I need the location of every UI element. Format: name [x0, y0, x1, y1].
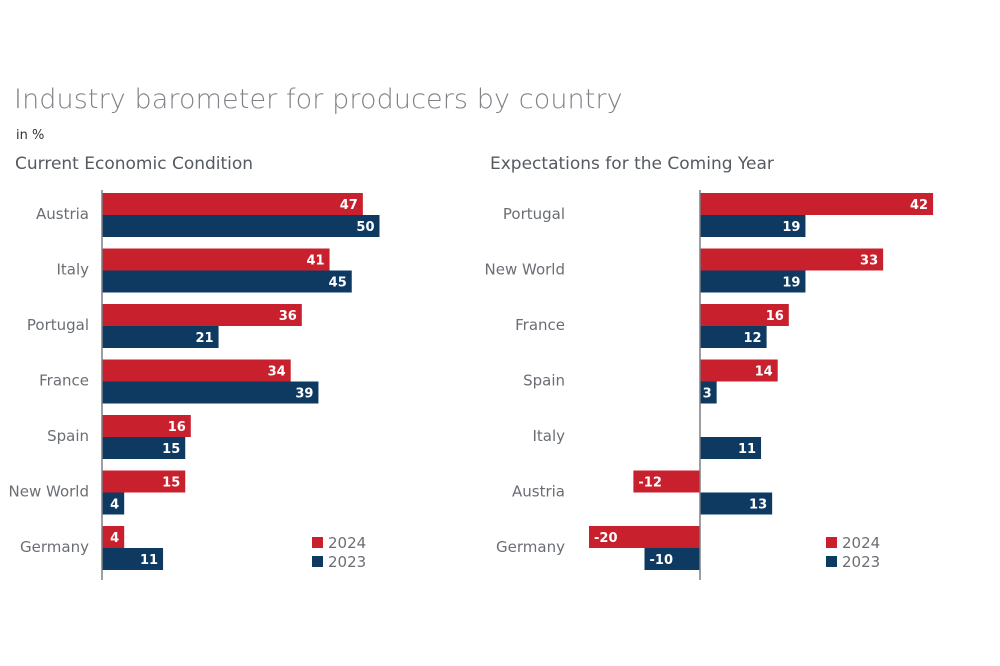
left-bar-2023 [102, 548, 164, 570]
right-legend-swatch-2024 [826, 537, 837, 548]
right-category-label: Portugal [503, 205, 565, 223]
right-legend-swatch-2023 [826, 556, 837, 567]
right-category-label: Germany [496, 538, 565, 556]
right-bar-2023 [700, 215, 806, 237]
left-bar-2023 [102, 437, 186, 459]
right-bar-2024 [589, 526, 700, 548]
chart-left-title: Current Economic Condition [15, 154, 254, 174]
left-value-label: 47 [340, 198, 358, 213]
right-category-label: France [515, 316, 565, 334]
left-category-label: Italy [56, 261, 89, 279]
right-value-label: 16 [766, 309, 784, 324]
right-value-label: 12 [744, 331, 762, 346]
right-value-label: -12 [638, 476, 662, 491]
left-value-label: 45 [329, 276, 347, 291]
left-value-label: 39 [295, 387, 313, 402]
right-value-label: 33 [860, 254, 878, 269]
chart-right: Portugal 42 19 New World 33 19 France 16 12 Spain… [485, 190, 934, 580]
right-bar-2023 [644, 548, 700, 570]
right-bar-2023 [700, 492, 773, 515]
left-value-label: 11 [140, 553, 158, 568]
left-bar-2023 [102, 381, 319, 404]
right-category-label: Italy [532, 427, 565, 445]
left-category-label: Germany [20, 538, 89, 556]
left-value-label: 50 [356, 220, 374, 235]
left-category-label: Austria [36, 205, 89, 223]
left-category-label: New World [9, 483, 89, 501]
chart-left: Austria 47 50 Italy 41 45 Portugal 36 21 France 34… [9, 190, 380, 580]
left-value-label: 41 [306, 254, 324, 269]
right-legend-label-2023: 2023 [842, 553, 880, 571]
right-bar-2023 [700, 437, 762, 459]
unit-label: in % [16, 128, 45, 143]
right-category-label: New World [485, 261, 565, 279]
left-legend-swatch-2024 [312, 537, 323, 548]
left-bar-2024 [102, 359, 291, 382]
left-bar-2024 [102, 470, 186, 493]
left-category-label: Portugal [27, 316, 89, 334]
right-value-label: 19 [782, 276, 800, 291]
left-bar-2024 [102, 415, 191, 437]
right-bar-2023 [700, 381, 717, 404]
left-value-label: 15 [162, 442, 180, 457]
left-value-label: 4 [110, 531, 119, 546]
left-legend-swatch-2023 [312, 556, 323, 567]
right-value-label: 14 [755, 365, 773, 380]
right-bar-2023 [700, 326, 767, 348]
right-value-label: -10 [650, 553, 674, 568]
right-value-label: 42 [910, 198, 928, 213]
left-category-label: Spain [47, 427, 89, 445]
left-value-label: 34 [268, 365, 286, 380]
left-bar-2024 [102, 304, 302, 326]
left-value-label: 4 [110, 498, 119, 513]
left-value-label: 36 [279, 309, 297, 324]
right-value-label: -20 [594, 531, 618, 546]
left-bar-2024 [102, 526, 125, 548]
left-bar-2024 [102, 248, 330, 271]
left-value-label: 21 [195, 331, 213, 346]
right-bar-2024 [700, 248, 884, 271]
right-bar-2024 [700, 304, 789, 326]
right-value-label: 13 [749, 498, 767, 513]
left-bar-2024 [102, 193, 363, 215]
right-bar-2024 [700, 359, 778, 382]
left-bar-2023 [102, 215, 380, 237]
right-bar-2024 [700, 193, 934, 215]
right-bar-2024 [633, 470, 700, 493]
left-legend-label-2023: 2023 [328, 553, 366, 571]
right-category-label: Spain [523, 372, 565, 390]
left-value-label: 16 [168, 420, 186, 435]
right-legend-label-2024: 2024 [842, 534, 880, 552]
left-value-label: 15 [162, 476, 180, 491]
right-bar-2023 [700, 270, 806, 293]
left-legend-label-2024: 2024 [328, 534, 366, 552]
left-bar-2023 [102, 492, 125, 515]
left-category-label: France [39, 372, 89, 390]
chart-right-title: Expectations for the Coming Year [490, 154, 774, 174]
left-bar-2023 [102, 270, 352, 293]
right-value-label: 11 [738, 442, 756, 457]
right-value-label: 3 [703, 387, 712, 402]
left-bar-2023 [102, 326, 219, 348]
right-category-label: Austria [512, 483, 565, 501]
right-value-label: 19 [782, 220, 800, 235]
page-title: Industry barometer for producers by coun… [14, 84, 623, 115]
